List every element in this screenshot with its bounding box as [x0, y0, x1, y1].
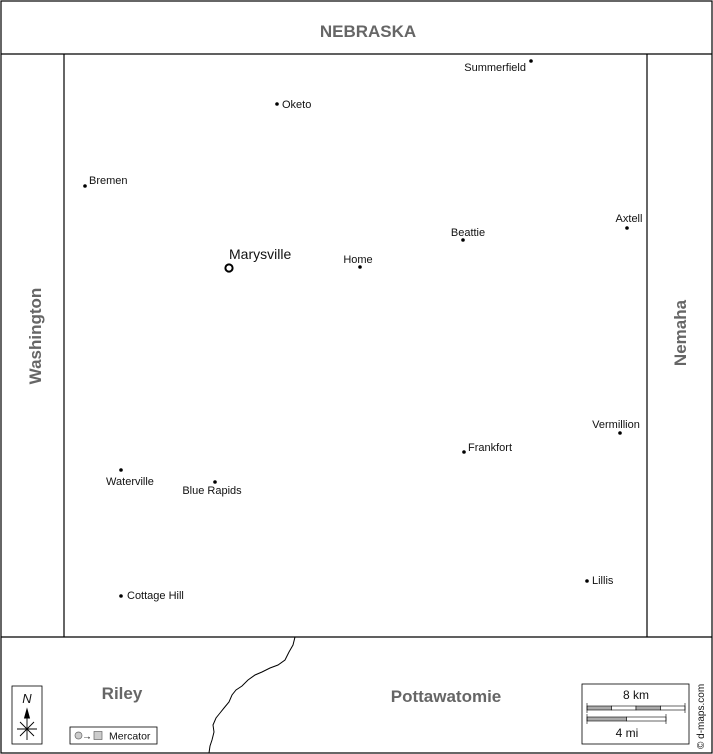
town-bremen: Bremen	[83, 175, 128, 188]
town-vermillion: Vermillion	[592, 419, 640, 435]
town-blue-rapids: Blue Rapids	[182, 480, 242, 497]
flat-map-icon	[93, 731, 103, 740]
scale-km-label: 8 km	[623, 688, 649, 702]
town-label: Axtell	[616, 213, 643, 225]
town-frankfort: Frankfort	[462, 442, 512, 454]
credit-text: © d-maps.com	[696, 684, 707, 749]
county-seat-marker	[224, 263, 234, 273]
compass-north-label: N	[22, 691, 32, 706]
town-marker	[461, 238, 465, 242]
town-label: Frankfort	[468, 442, 512, 454]
town-label: Blue Rapids	[182, 485, 242, 497]
town-label: Summerfield	[464, 62, 526, 74]
county-seat-label: Marysville	[229, 246, 291, 262]
region-label-nebraska: NEBRASKA	[320, 22, 416, 41]
town-label: Bremen	[89, 175, 128, 187]
town-label: Beattie	[451, 227, 485, 239]
town-home: Home	[343, 254, 373, 269]
town-label: Oketo	[282, 99, 311, 111]
projection-box: → Mercator	[69, 726, 158, 745]
town-label: Waterville	[106, 476, 154, 488]
scale-bar: 8 km 4 mi	[581, 683, 690, 745]
town-marker	[358, 265, 362, 269]
town-waterville: Waterville	[106, 468, 154, 488]
compass-rose: N	[11, 685, 43, 745]
town-cottage-hill: Cottage Hill	[119, 590, 184, 602]
town-axtell: Axtell	[616, 213, 643, 230]
town-marker	[275, 102, 279, 106]
town-summerfield: Summerfield	[464, 59, 533, 74]
town-label: Home	[343, 254, 372, 266]
mi-bar	[586, 714, 667, 724]
town-marker	[119, 594, 123, 598]
town-marker	[529, 59, 533, 63]
town-label: Vermillion	[592, 419, 640, 431]
km-bar	[586, 703, 686, 713]
region-label-nemaha: Nemaha	[671, 299, 690, 366]
arrow-icon: →	[82, 732, 92, 743]
town-marker	[585, 579, 589, 583]
scale-frame	[581, 683, 690, 745]
region-label-washington: Washington	[26, 288, 45, 385]
town-marker	[462, 450, 466, 454]
compass-icon	[17, 707, 37, 740]
town-label: Cottage Hill	[127, 590, 184, 602]
town-marker	[119, 468, 123, 472]
scale-mi-label: 4 mi	[616, 726, 639, 740]
town-beattie: Beattie	[451, 227, 485, 242]
town-oketo: Oketo	[275, 99, 311, 111]
town-marker	[618, 431, 622, 435]
region-label-pottawatomie: Pottawatomie	[391, 687, 502, 706]
projection-label: Mercator	[109, 731, 151, 743]
town-marker	[625, 226, 629, 230]
globe-icon	[74, 731, 83, 740]
riley-pottawatomie-boundary	[208, 636, 296, 754]
town-label: Lillis	[592, 575, 614, 587]
town-marker	[213, 480, 217, 484]
town-marker	[83, 184, 87, 188]
projection-frame	[69, 726, 158, 745]
town-lillis: Lillis	[585, 575, 614, 587]
region-label-riley: Riley	[102, 684, 143, 703]
